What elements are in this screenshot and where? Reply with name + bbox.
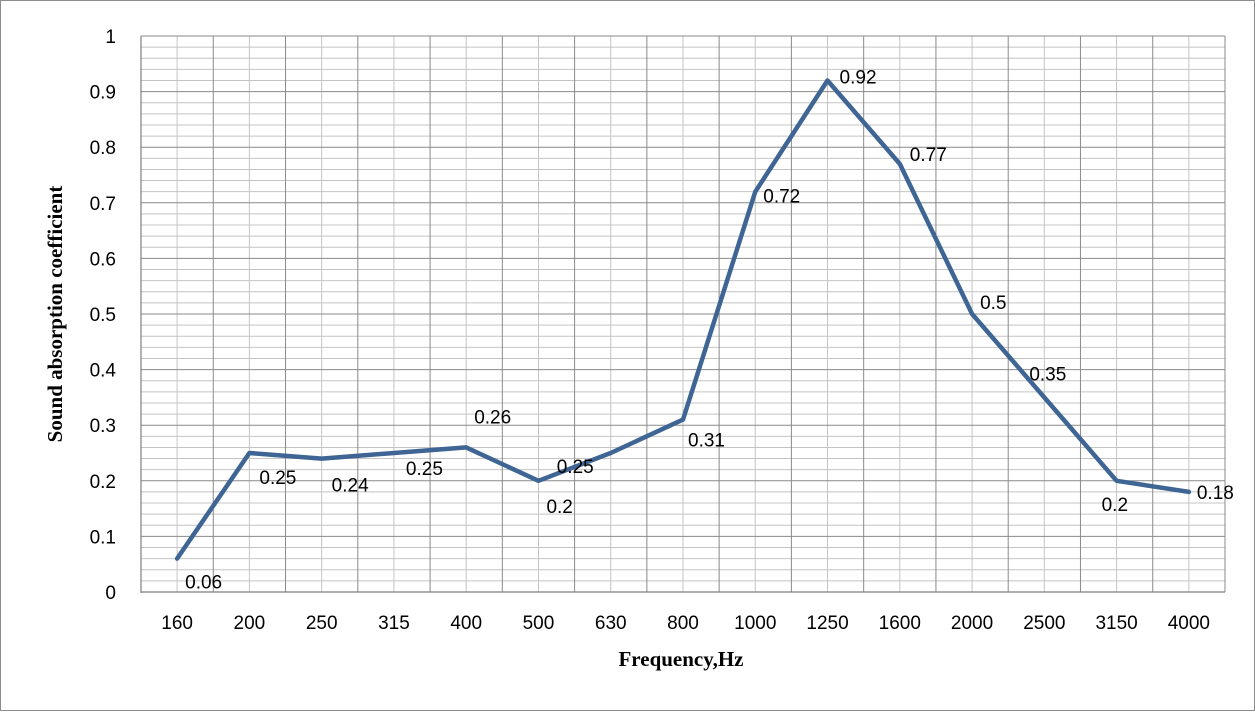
- y-tick-label: 0.7: [90, 194, 116, 215]
- x-tick-label: 400: [450, 613, 482, 634]
- x-tick-label: 800: [667, 613, 699, 634]
- x-tick-label: 1000: [734, 613, 776, 634]
- y-axis-title: Sound absorption coefficient: [43, 186, 67, 443]
- x-tick-label: 2000: [951, 613, 993, 634]
- data-label: 0.18: [1197, 483, 1234, 504]
- data-label: 0.25: [259, 468, 296, 489]
- x-tick-label: 200: [234, 613, 266, 634]
- data-label: 0.31: [688, 431, 725, 452]
- y-tick-label: 0: [105, 583, 116, 604]
- gridlines: [141, 36, 1225, 592]
- data-label: 0.72: [763, 187, 800, 208]
- x-axis-title: Frequency,Hz: [618, 647, 743, 671]
- y-tick-labels: 0 0.1 0.2 0.3 0.4 0.5 0.6 0.7 0.8 0.9 1: [90, 27, 117, 604]
- y-tick-label: 0.1: [90, 527, 116, 548]
- x-tick-label: 3150: [1095, 613, 1137, 634]
- x-tick-label: 160: [161, 613, 193, 634]
- data-label: 0.2: [546, 497, 572, 518]
- data-label: 0.92: [840, 67, 877, 88]
- data-label: 0.25: [557, 457, 594, 478]
- data-label: 0.5: [980, 293, 1006, 314]
- x-tick-label: 4000: [1168, 613, 1210, 634]
- y-tick-label: 1: [105, 27, 116, 48]
- y-tick-label: 0.4: [90, 361, 117, 382]
- data-label: 0.24: [332, 476, 369, 497]
- x-tick-label: 250: [306, 613, 338, 634]
- x-tick-label: 315: [378, 613, 410, 634]
- data-label: 0.06: [185, 573, 222, 594]
- y-tick-label: 0.6: [90, 249, 116, 270]
- data-label: 0.35: [1029, 364, 1066, 385]
- y-tick-label: 0.9: [90, 83, 116, 104]
- data-label: 0.2: [1102, 495, 1128, 516]
- x-tick-label: 630: [595, 613, 627, 634]
- y-tick-label: 0.5: [90, 305, 116, 326]
- y-tick-label: 0.3: [90, 416, 116, 437]
- x-tick-label: 2500: [1023, 613, 1065, 634]
- x-tick-labels: 160 200 250 315 400 500 630 800 1000 1250 1600 2000…: [161, 613, 1210, 634]
- y-tick-label: 0.8: [90, 138, 116, 159]
- x-tick-label: 1250: [806, 613, 848, 634]
- data-label: 0.25: [406, 459, 443, 480]
- x-tick-label: 1600: [879, 613, 921, 634]
- y-tick-label: 0.2: [90, 472, 116, 493]
- data-label: 0.26: [474, 407, 511, 428]
- data-label: 0.77: [910, 145, 947, 166]
- x-tick-label: 500: [523, 613, 555, 634]
